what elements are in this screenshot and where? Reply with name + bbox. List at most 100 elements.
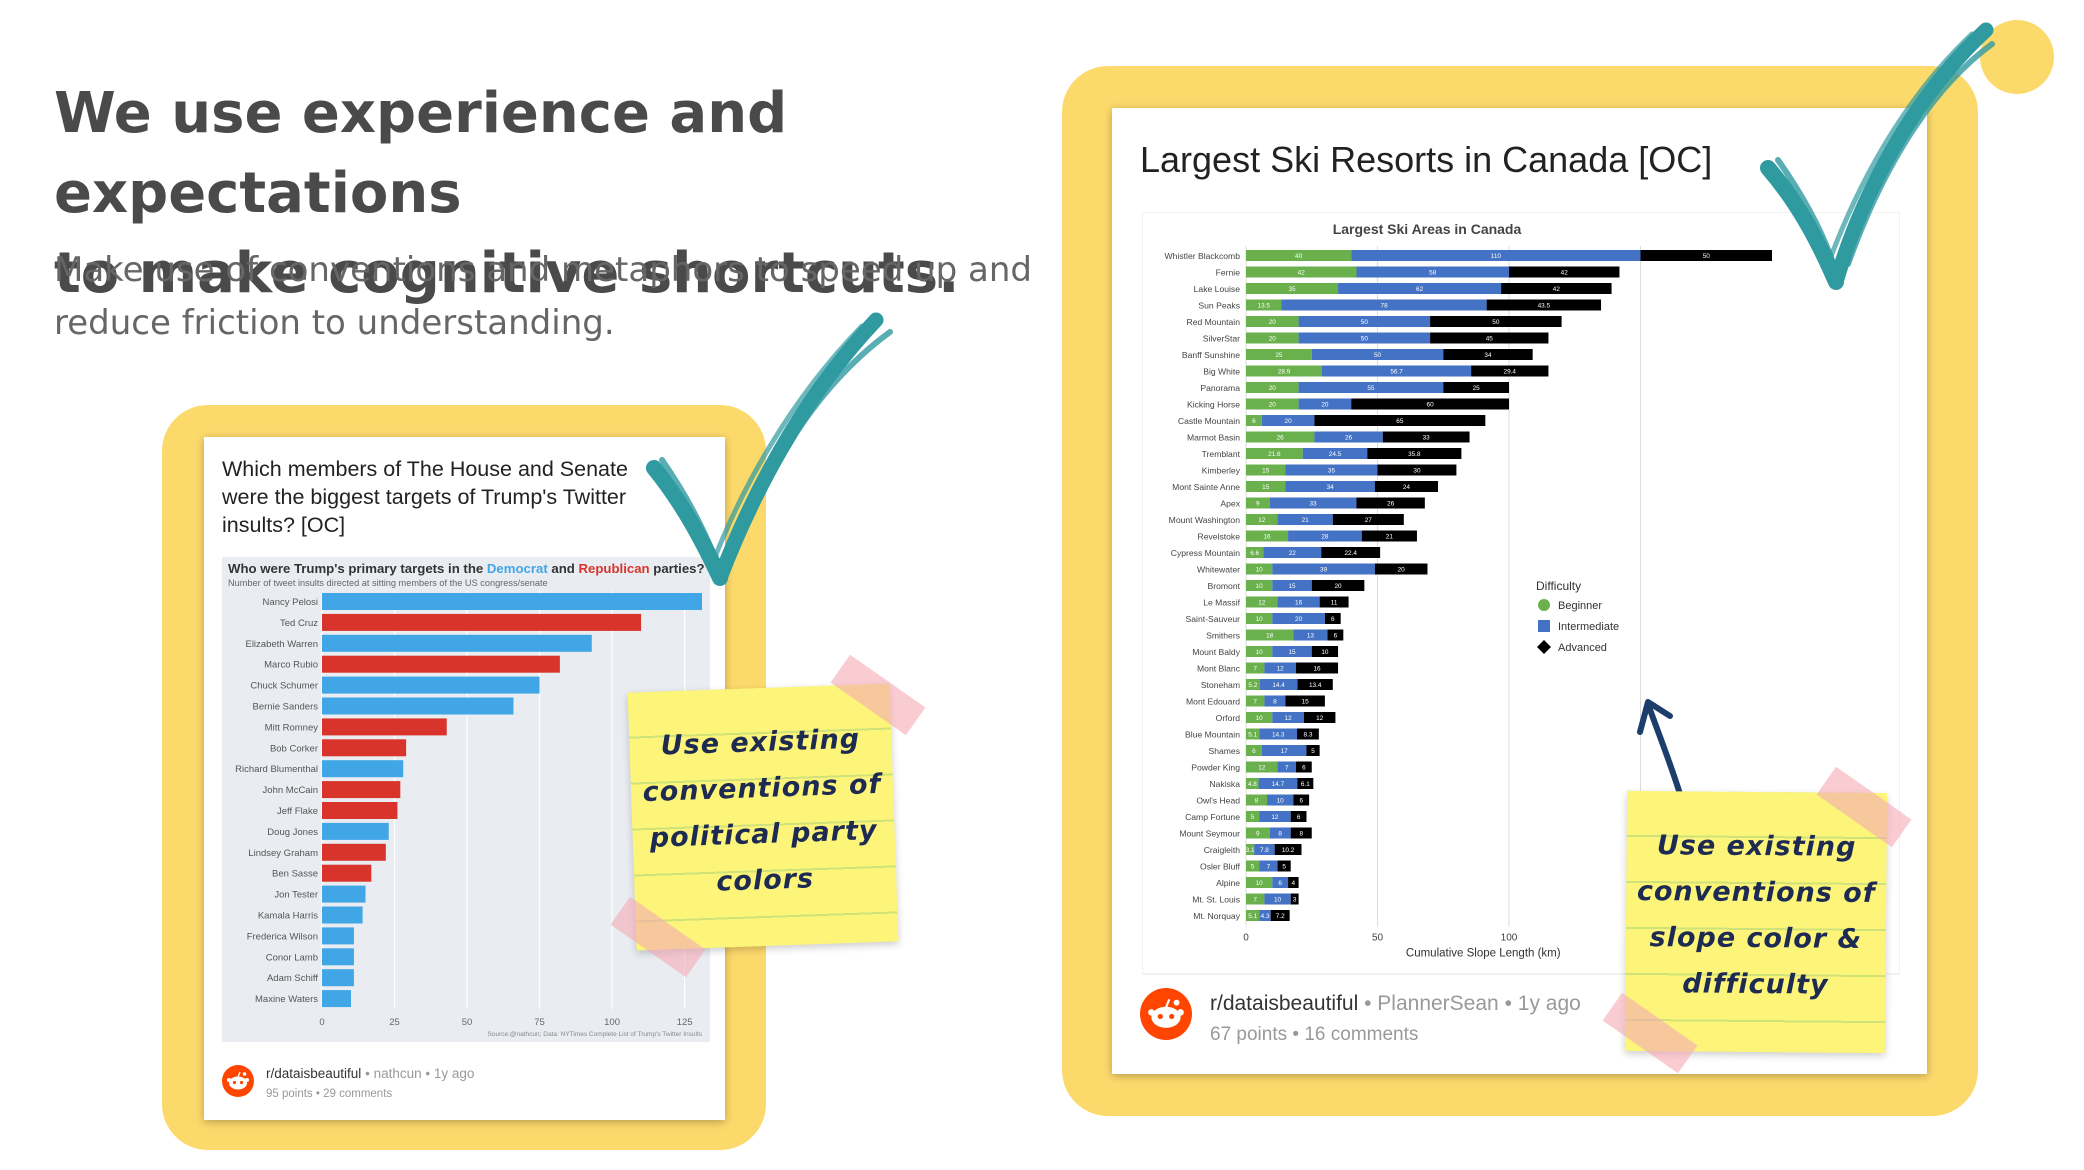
chart2-data-label: 16: [1313, 666, 1321, 673]
chart2-bar-beginner: [1246, 646, 1273, 657]
chart2-bar-beginner: [1246, 613, 1273, 624]
chart2-bar-beginner: [1246, 794, 1268, 806]
right-post-title[interactable]: Largest Ski Resorts in Canada [OC]: [1140, 139, 1713, 180]
chart2-data-label: 24.5: [1329, 451, 1342, 458]
chart2-bar-beginner: [1246, 448, 1303, 459]
chart2-data-label: 20: [1269, 336, 1277, 343]
chart2-category-label: Alpine: [1216, 878, 1240, 888]
chart2-category-label: Powder King: [1191, 763, 1240, 773]
chart2-bar-intermediate: [1272, 563, 1375, 575]
chart2-bar-intermediate: [1254, 844, 1275, 855]
reddit-logo-icon[interactable]: [1140, 988, 1192, 1040]
slide-heading-line1: We use experience and expectations: [54, 81, 788, 226]
chart2-x-tick-label: 50: [1372, 933, 1384, 944]
chart2-bar-beginner: [1246, 563, 1273, 575]
trump-insults-chart: Who were Trump's primary targets in the …: [222, 557, 710, 1042]
reddit-logo-icon[interactable]: [222, 1065, 254, 1097]
chart2-bar-beginner: [1246, 530, 1289, 542]
chart2-data-label: 34: [1484, 352, 1492, 359]
left-subreddit-link[interactable]: r/dataisbeautiful: [266, 1066, 362, 1081]
chart2-category-label: Marmot Basin: [1187, 433, 1240, 443]
chart2-data-label: 12: [1271, 814, 1279, 821]
chart2-bar-beginner: [1246, 761, 1278, 773]
chart2-data-label: 4.3: [1261, 913, 1270, 920]
left-post-card[interactable]: Which members of The House and Senate we…: [204, 437, 725, 1120]
chart1-title-part-3: Republican: [579, 561, 650, 576]
chart2-data-label: 7.2: [1276, 913, 1285, 920]
chart2-category-label: Osler Bluff: [1200, 862, 1241, 872]
chart2-bar-advanced: [1295, 761, 1312, 773]
chart1-category-label: Doug Jones: [267, 827, 318, 838]
chart2-category-label: Lake Louise: [1194, 284, 1241, 294]
chart2-data-label: 5: [1311, 748, 1315, 755]
chart2-category-label: Kimberley: [1202, 466, 1241, 476]
chart2-bar-intermediate: [1269, 827, 1291, 839]
chart2-data-label: 14.4: [1272, 682, 1285, 689]
chart2-data-label: 6: [1334, 633, 1338, 640]
chart2-data-label: 22: [1289, 550, 1297, 557]
chart2-category-label: Cypress Mountain: [1171, 548, 1240, 558]
right-author-link[interactable]: PlannerSean: [1377, 992, 1499, 1015]
chart2-bar-advanced: [1501, 283, 1612, 294]
chart1-category-label: Chuck Schumer: [250, 681, 318, 692]
chart2-data-label: 14.3: [1272, 732, 1285, 739]
chart2-data-label: 25: [1275, 352, 1283, 359]
chart2-bar-intermediate: [1314, 431, 1383, 443]
chart2-x-tick-label: 0: [1243, 933, 1249, 944]
chart2-bar-beginner: [1246, 365, 1323, 377]
chart2-category-label: Panorama: [1200, 383, 1240, 393]
chart2-data-label: 20: [1269, 319, 1277, 326]
chart2-bar-advanced: [1295, 662, 1339, 674]
chart2-data-label: 6: [1297, 814, 1301, 821]
chart1-category-label: Jeff Flake: [277, 806, 318, 817]
chart2-data-label: 13: [1307, 633, 1315, 640]
chart2-category-label: Kicking Horse: [1187, 400, 1240, 410]
right-comments-link[interactable]: 16 comments: [1304, 1024, 1419, 1045]
chart2-bar-intermediate: [1285, 464, 1378, 476]
chart2-data-label: 26: [1345, 435, 1353, 442]
chart2-category-label: Mt. Norquay: [1193, 911, 1241, 921]
chart2-bar-advanced: [1297, 728, 1319, 740]
chart2-data-label: 18: [1266, 633, 1274, 640]
chart2-data-label: 14.7: [1272, 781, 1285, 788]
chart2-bar-beginner: [1246, 415, 1262, 426]
chart1-category-label: Bob Corker: [270, 743, 318, 754]
left-post-title[interactable]: Which members of The House and Senate we…: [222, 455, 628, 539]
chart2-bar-beginner: [1246, 629, 1294, 641]
chart2-data-label: 8: [1255, 798, 1259, 805]
chart2-data-label: 7.8: [1260, 847, 1269, 854]
chart2-data-label: 15: [1262, 468, 1270, 475]
chart2-data-label: 24: [1403, 484, 1411, 491]
chart2-data-label: 6.6: [1250, 550, 1259, 557]
chart2-bar-advanced: [1367, 448, 1462, 459]
chart2-bar-intermediate: [1267, 794, 1294, 806]
chart2-bar-intermediate: [1269, 497, 1357, 509]
chart2-category-label: Camp Fortune: [1185, 812, 1240, 822]
right-note-line2: conventions of: [1636, 875, 1876, 910]
chart2-x-axis-label: Cumulative Slope Length (km): [1406, 948, 1561, 960]
chart2-category-label: Red Mountain: [1186, 317, 1240, 327]
right-subreddit-link[interactable]: r/dataisbeautiful: [1210, 992, 1359, 1015]
chart2-bar-advanced: [1297, 679, 1333, 690]
chart2-legend-marker-advanced: [1537, 640, 1551, 654]
chart2-category-label: Saint-Sauveur: [1186, 614, 1241, 624]
chart1-bar: [322, 969, 354, 987]
chart2-bar-intermediate: [1264, 893, 1291, 905]
left-comments-link[interactable]: 29 comments: [323, 1088, 393, 1100]
left-author-link[interactable]: nathcun: [373, 1066, 422, 1081]
chart2-bar-beginner: [1246, 497, 1270, 509]
chart2-bar-intermediate: [1298, 316, 1431, 327]
chart2-category-label: SilverStar: [1203, 334, 1240, 344]
chart2-category-label: Whitewater: [1197, 565, 1240, 575]
left-note-line2: conventions of: [642, 768, 882, 809]
chart2-data-label: 6.1: [1301, 781, 1310, 788]
chart1-bar: [322, 655, 560, 673]
chart2-bar-intermediate: [1264, 662, 1296, 674]
chart2-bar-advanced: [1311, 646, 1339, 657]
chart2-data-label: 9: [1256, 831, 1260, 838]
chart2-bar-beginner: [1246, 695, 1265, 707]
chart2-data-label: 9: [1256, 501, 1260, 508]
chart2-data-label: 10: [1256, 649, 1264, 656]
chart2-bar-advanced: [1443, 382, 1509, 393]
chart2-data-label: 7: [1285, 765, 1289, 772]
